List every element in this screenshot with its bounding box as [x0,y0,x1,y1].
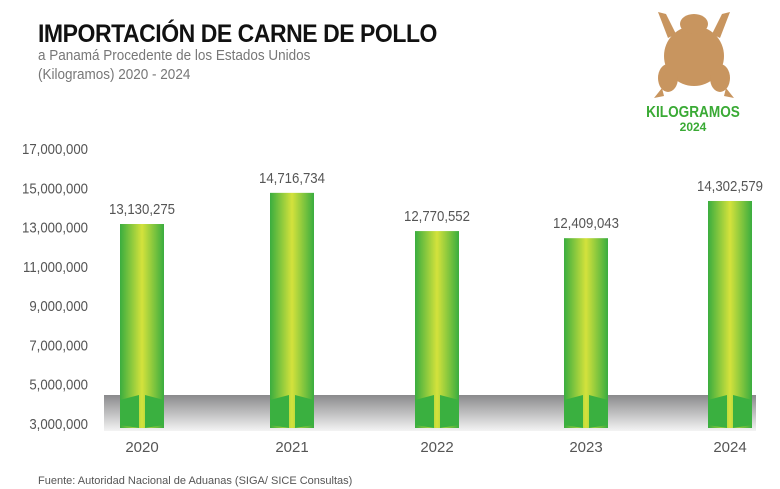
logo-label: KILOGRAMOS [646,104,740,121]
bar-base-facet [564,395,608,428]
bar-2022 [415,231,459,428]
y-tick-label: 15,000,000 [22,179,88,196]
data-label: 13,130,275 [109,200,175,217]
y-tick-label: 7,000,000 [29,337,88,354]
data-label: 14,716,734 [259,169,325,186]
y-tick-label: 11,000,000 [23,258,88,275]
x-tick-label: 2020 [125,439,158,456]
y-tick-label: 3,000,000 [29,415,88,432]
x-tick-label: 2024 [713,439,746,456]
y-tick-label: 9,000,000 [29,297,88,314]
bar-2024 [708,200,752,428]
x-tick-label: 2023 [569,439,602,456]
bar-base-facet [415,395,459,428]
y-tick-label: 5,000,000 [29,376,88,393]
data-label: 12,770,552 [404,207,470,224]
bar-base-facet [120,395,164,428]
chart-subtitle: a Panamá Procedente de los Estados Unido… [38,47,311,64]
x-tick-label: 2022 [420,439,453,456]
y-tick-label: 17,000,000 [22,140,88,157]
logo: KILOGRAMOS 2024 [628,8,758,133]
source-note: Fuente: Autoridad Nacional de Aduanas (S… [38,475,353,487]
x-tick-label: 2021 [275,439,308,456]
bar-2021 [270,192,314,428]
data-label: 12,409,043 [553,214,619,231]
y-tick-label: 13,000,000 [22,219,88,236]
data-label: 14,302,579 [697,177,763,194]
chart-subtitle-2: (Kilogramos) 2020 - 2024 [38,66,191,83]
chicken-icon [654,12,734,98]
bar-base-facet [708,395,752,428]
bar-2023 [564,238,608,428]
bar-2020 [120,224,164,428]
logo-year: 2024 [679,120,707,134]
chart-title: IMPORTACIÓN DE CARNE DE POLLO [38,20,437,48]
bar-base-facet [270,395,314,428]
